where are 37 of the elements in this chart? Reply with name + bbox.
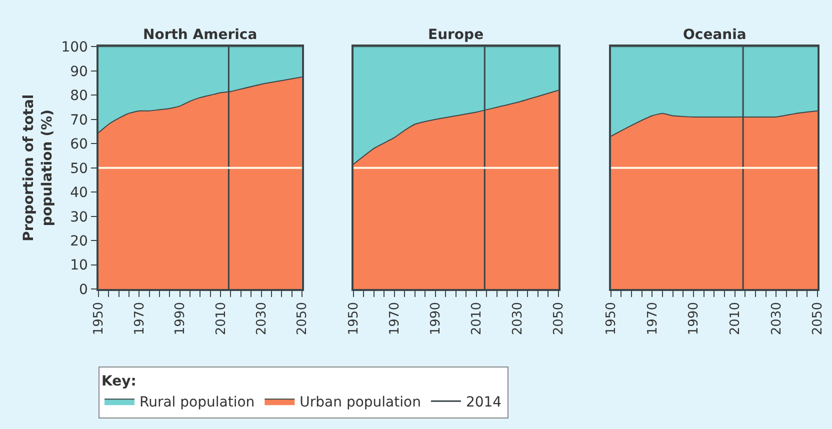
y-tick-label: 50	[70, 160, 88, 177]
x-tick-label: 2010	[728, 302, 744, 336]
x-tick-label: 2050	[295, 302, 310, 336]
y-tick-label: 10	[70, 258, 88, 274]
y-tick-label: 60	[70, 136, 88, 153]
legend-label: Rural population	[140, 394, 255, 411]
legend-label: Urban population	[300, 394, 421, 411]
x-tick-label: 2030	[254, 302, 270, 336]
legend-label: 2014	[466, 394, 502, 411]
y-tick-label: 100	[61, 40, 88, 56]
y-tick-label: 30	[70, 209, 88, 226]
x-tick-label: 2030	[510, 302, 526, 336]
legend-title: Key:	[102, 374, 136, 390]
y-axis-title: Proportion of total population (%)	[21, 94, 56, 242]
y-tick-label: 40	[70, 185, 88, 202]
x-tick-label: 2010	[470, 302, 485, 336]
x-tick-label: 2050	[552, 302, 567, 336]
x-tick-label: 2050	[810, 302, 826, 336]
x-tick-label: 1950	[92, 302, 107, 336]
chart-title: Europe	[428, 27, 484, 43]
x-tick-label: 2030	[769, 302, 784, 336]
y-tick-label: 20	[70, 233, 88, 250]
x-tick-label: 1950	[604, 302, 619, 336]
y-tick-label: 70	[70, 112, 88, 128]
x-tick-label: 1950	[346, 302, 362, 336]
y-tick-label: 80	[70, 88, 88, 104]
y-tick-label: 0	[79, 282, 88, 298]
x-tick-label: 1970	[132, 302, 148, 336]
y-tick-label: 90	[70, 64, 88, 80]
x-tick-label: 1990	[428, 302, 444, 336]
x-tick-label: 1990	[686, 302, 702, 336]
chart-title: Oceania	[683, 27, 746, 43]
x-tick-label: 1990	[173, 302, 188, 336]
chart-title: North America	[143, 27, 258, 43]
x-tick-label: 1970	[388, 302, 403, 336]
x-tick-label: 2010	[214, 302, 229, 336]
x-tick-label: 1970	[645, 302, 660, 336]
